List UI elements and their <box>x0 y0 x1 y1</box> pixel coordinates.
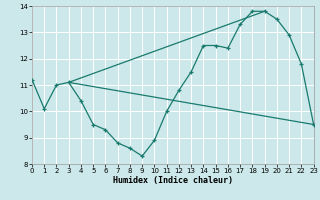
X-axis label: Humidex (Indice chaleur): Humidex (Indice chaleur) <box>113 176 233 185</box>
